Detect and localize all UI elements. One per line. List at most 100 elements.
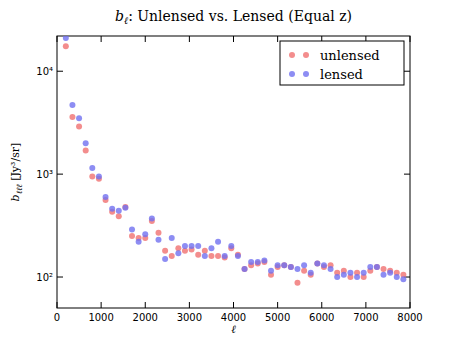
point bbox=[281, 262, 287, 268]
x-tick bbox=[145, 302, 146, 308]
point bbox=[89, 165, 95, 171]
x-tick-label: 7000 bbox=[353, 312, 378, 323]
point bbox=[208, 245, 214, 251]
x-tick bbox=[365, 302, 366, 308]
point bbox=[255, 259, 261, 265]
point bbox=[328, 266, 334, 272]
point bbox=[294, 266, 300, 272]
point bbox=[155, 230, 161, 236]
point bbox=[109, 206, 115, 212]
x-tick bbox=[321, 302, 322, 308]
chart: 01000200030004000500060007000800010²10³1… bbox=[0, 0, 450, 338]
legend-box bbox=[280, 41, 404, 85]
point bbox=[341, 272, 347, 278]
x-tick bbox=[410, 302, 411, 308]
point bbox=[354, 274, 360, 280]
point bbox=[321, 262, 327, 268]
x-tick bbox=[189, 302, 190, 308]
plot-frame bbox=[57, 36, 410, 308]
point bbox=[116, 213, 122, 219]
point bbox=[63, 36, 69, 41]
x-tick bbox=[145, 36, 146, 42]
point bbox=[387, 270, 393, 276]
point bbox=[155, 237, 161, 243]
x-tick-label: 0 bbox=[54, 312, 60, 323]
point bbox=[189, 243, 195, 249]
point bbox=[76, 115, 82, 121]
x-tick bbox=[189, 36, 190, 42]
point bbox=[288, 264, 294, 270]
point bbox=[136, 239, 142, 245]
x-tick-label: 6000 bbox=[309, 312, 334, 323]
point bbox=[162, 248, 168, 254]
legend-label: lensed bbox=[320, 67, 363, 82]
point bbox=[400, 276, 406, 282]
x-tick bbox=[101, 36, 102, 42]
point bbox=[83, 140, 89, 146]
point bbox=[381, 272, 387, 278]
point bbox=[281, 262, 287, 268]
point bbox=[381, 266, 387, 272]
point bbox=[202, 253, 208, 259]
x-tick bbox=[233, 302, 234, 308]
point bbox=[314, 261, 320, 267]
point bbox=[308, 270, 314, 276]
point bbox=[142, 231, 148, 237]
point bbox=[242, 266, 248, 272]
x-axis-label: ℓ bbox=[231, 323, 236, 336]
point bbox=[69, 102, 75, 108]
x-tick-label: 1000 bbox=[88, 312, 113, 323]
point bbox=[169, 253, 175, 259]
point bbox=[175, 250, 181, 256]
y-axis-label: bℓℓℓ [Jy³/sr] bbox=[9, 143, 24, 202]
point bbox=[334, 274, 340, 280]
point bbox=[162, 256, 168, 262]
legend-marker bbox=[303, 71, 309, 77]
point bbox=[275, 262, 281, 268]
point bbox=[129, 226, 135, 232]
y-tick-label: 10² bbox=[36, 272, 53, 283]
point bbox=[394, 274, 400, 280]
x-tick-label: 8000 bbox=[397, 312, 422, 323]
point bbox=[242, 266, 248, 272]
point bbox=[169, 235, 175, 241]
x-tick bbox=[57, 302, 58, 308]
point bbox=[228, 243, 234, 249]
point bbox=[314, 261, 320, 267]
y-tick bbox=[57, 71, 63, 72]
legend-marker bbox=[303, 52, 309, 58]
x-tick bbox=[57, 36, 58, 42]
y-tick bbox=[57, 277, 63, 278]
x-tick-label: 3000 bbox=[177, 312, 202, 323]
x-tick bbox=[277, 302, 278, 308]
point bbox=[195, 243, 201, 249]
point bbox=[261, 257, 267, 263]
point bbox=[215, 239, 221, 245]
point bbox=[122, 205, 128, 211]
point bbox=[268, 268, 274, 274]
point bbox=[122, 204, 128, 210]
point bbox=[149, 216, 155, 222]
point bbox=[96, 173, 102, 179]
y-tick-label: 10⁴ bbox=[36, 66, 53, 77]
x-tick bbox=[410, 36, 411, 42]
legend-marker bbox=[289, 71, 295, 77]
point bbox=[129, 233, 135, 239]
point bbox=[63, 43, 69, 49]
point bbox=[69, 114, 75, 120]
point bbox=[215, 253, 221, 259]
x-tick bbox=[101, 302, 102, 308]
y-tick bbox=[57, 174, 63, 175]
point bbox=[347, 270, 353, 276]
point bbox=[202, 248, 208, 254]
points bbox=[63, 36, 407, 286]
point bbox=[301, 268, 307, 274]
point bbox=[367, 264, 373, 270]
point bbox=[208, 253, 214, 259]
x-tick-label: 5000 bbox=[265, 312, 290, 323]
point bbox=[182, 243, 188, 249]
point bbox=[301, 262, 307, 268]
point bbox=[235, 253, 241, 259]
point bbox=[361, 270, 367, 276]
x-tick-label: 2000 bbox=[133, 312, 158, 323]
